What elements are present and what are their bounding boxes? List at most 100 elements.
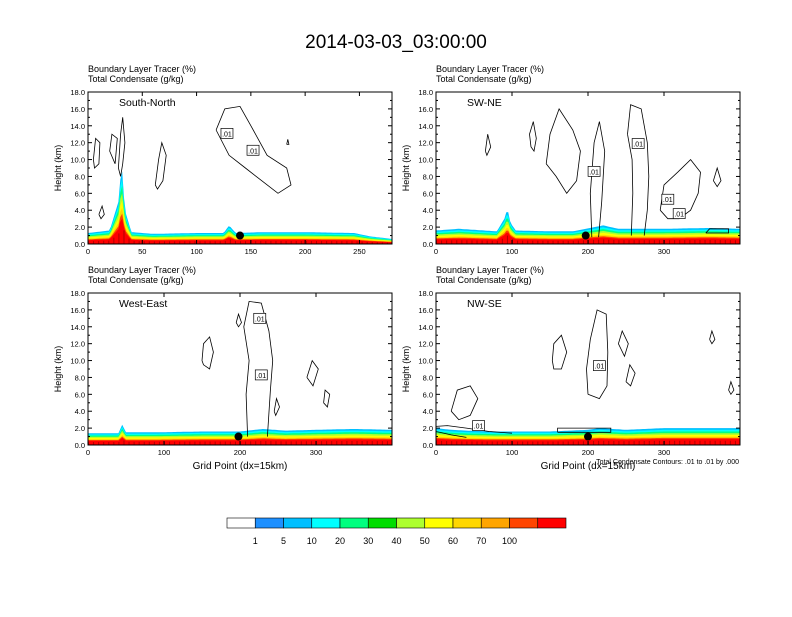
- tracer-streak: [143, 441, 145, 445]
- tracer-streak: [557, 441, 559, 445]
- tracer-streak: [285, 241, 287, 244]
- tracer-streak: [658, 440, 660, 445]
- contour-label-box: [593, 360, 606, 371]
- tracer-streak: [113, 442, 115, 445]
- tracer-streak: [386, 242, 388, 244]
- ytick-label: 4.0: [75, 206, 85, 215]
- tracer-streak: [351, 241, 353, 244]
- tracer-streak: [572, 240, 574, 244]
- tracer-streak: [628, 240, 630, 244]
- subtitle-tracer: Boundary Layer Tracer (%): [436, 265, 544, 275]
- tracer-streak: [598, 440, 600, 445]
- tracer-streak: [522, 441, 524, 445]
- condensate-contour: [529, 121, 537, 153]
- condensate-contour: [586, 309, 609, 400]
- tracer-streak: [734, 240, 736, 244]
- tracer-streak: [118, 442, 120, 445]
- tracer-streak: [699, 240, 701, 244]
- condensate-contour: [551, 334, 568, 370]
- ytick-label: 4.0: [423, 407, 433, 416]
- ytick-label: 2.0: [75, 424, 85, 433]
- contour-label-box: [220, 128, 234, 139]
- condensate-contour: [589, 121, 606, 238]
- tracer-streak: [305, 441, 307, 445]
- tracer-streak: [295, 241, 297, 244]
- tracer-streak: [729, 240, 731, 244]
- x-axis-label: Grid Point (dx=15km): [541, 461, 636, 472]
- tracer-streak: [214, 441, 216, 445]
- tracer-streak: [204, 241, 206, 244]
- tracer-streak: [209, 441, 211, 445]
- tracer-streak: [608, 440, 610, 445]
- tracer-streak: [219, 241, 221, 244]
- tracer-streak: [699, 440, 701, 445]
- tracer-streak: [371, 242, 373, 244]
- tracer-streak: [366, 241, 368, 244]
- tracer-streak: [371, 441, 373, 445]
- tracer-streak: [143, 241, 145, 244]
- tracer-streak: [133, 241, 135, 244]
- panel-label: NW-SE: [467, 298, 502, 310]
- tracer-streak: [103, 442, 105, 445]
- tracer-streak: [638, 441, 640, 445]
- tracer-streak: [255, 441, 257, 445]
- tracer-streak: [128, 441, 130, 445]
- tracer-streak: [527, 240, 529, 244]
- ytick-label: 10.0: [418, 357, 433, 366]
- tracer-streak: [214, 241, 216, 244]
- tracer-streak: [300, 441, 302, 445]
- condensate-contour: [705, 228, 729, 234]
- tracer-streak: [593, 441, 595, 445]
- tracer-streak: [628, 441, 630, 445]
- condensate-contour: [93, 137, 101, 169]
- tracer-streak: [623, 240, 625, 244]
- tracer-streak: [704, 440, 706, 445]
- tracer-streak: [456, 240, 458, 244]
- xtick-label: 200: [234, 448, 247, 457]
- tracer-streak: [547, 240, 549, 244]
- contour-label-box: [254, 369, 268, 381]
- panel-plot-area: [88, 300, 392, 445]
- ytick-label: 12.0: [418, 340, 433, 349]
- tracer-streak: [719, 240, 721, 244]
- tracer-streak: [613, 440, 615, 445]
- ytick-label: 18.0: [418, 88, 433, 97]
- tracer-streak: [234, 441, 236, 445]
- tracer-streak: [250, 441, 252, 445]
- tracer-streak: [174, 241, 176, 244]
- ytick-label: 2.0: [423, 424, 433, 433]
- tracer-streak: [598, 239, 600, 244]
- panel-2: .01 .01 .01 .01 0.0 2.0 4.0 6.0 8.0 10.0 12.0 14.0 1…: [401, 64, 741, 256]
- tracer-streak: [153, 441, 155, 445]
- ytick-label: 18.0: [70, 289, 85, 298]
- tracer-streak: [158, 441, 160, 445]
- contour-label-box: [631, 138, 645, 149]
- ytick-label: 14.0: [70, 122, 85, 131]
- contour-label: .01: [595, 364, 605, 371]
- subtitle-condensate: Total Condensate (g/kg): [436, 74, 532, 84]
- tracer-streak: [603, 239, 605, 244]
- tracer-streak: [346, 241, 348, 244]
- condensate-contour: [545, 108, 581, 194]
- tracer-streak: [275, 441, 277, 445]
- tracer-streak: [567, 240, 569, 244]
- tracer-streak: [618, 441, 620, 445]
- ytick-label: 8.0: [75, 373, 85, 382]
- colorbar-swatch: [311, 517, 341, 529]
- ytick-label: 8.0: [423, 373, 433, 382]
- condensate-contour: [728, 380, 735, 396]
- condensate-contour: [201, 336, 214, 370]
- tracer-streak: [689, 240, 691, 244]
- tracer-streak: [321, 441, 323, 445]
- ytick-label: 14.0: [70, 323, 85, 332]
- tracer-streak: [270, 441, 272, 445]
- tracer-streak: [517, 240, 519, 244]
- contour-label-box: [661, 193, 675, 205]
- tracer-streak: [229, 441, 231, 445]
- condensate-contour: [557, 427, 612, 433]
- xtick-label: 0: [434, 247, 438, 256]
- xtick-label: 0: [86, 247, 90, 256]
- tracer-streak: [351, 441, 353, 445]
- tracer-streak: [643, 441, 645, 445]
- subtitle-condensate: Total Condensate (g/kg): [436, 275, 532, 285]
